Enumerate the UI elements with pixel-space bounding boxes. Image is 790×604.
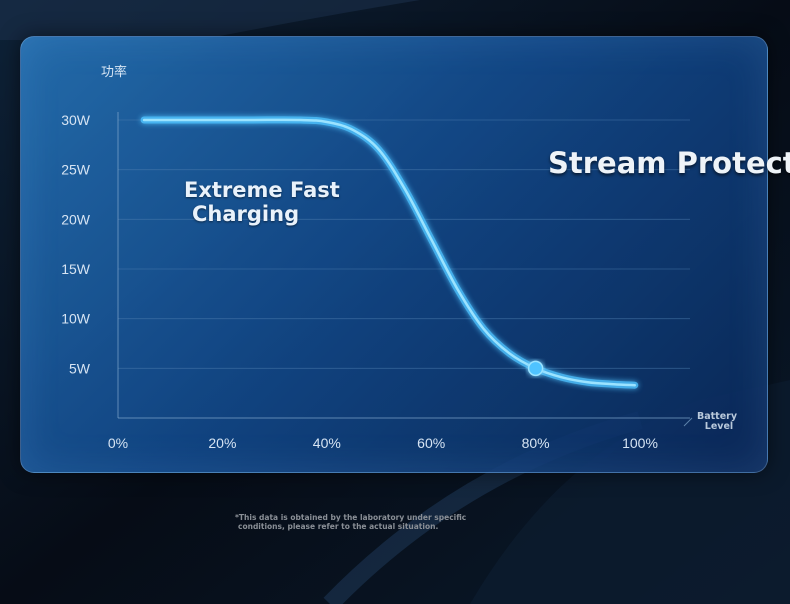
- axes: [117, 112, 693, 427]
- y-tick-label: 20W: [61, 211, 91, 227]
- x-tick-label: 40%: [313, 435, 341, 451]
- footnote-line-1: *This data is obtained by the laboratory…: [235, 513, 467, 522]
- series-layer: [140, 116, 639, 389]
- x-axis-title: Battery Level: [692, 412, 742, 432]
- chart-panel: [20, 36, 768, 473]
- chart-title: 功率: [101, 65, 128, 80]
- y-tick-label: 10W: [61, 311, 91, 327]
- annotation-fast-charging: Extreme Fast Charging: [184, 178, 384, 226]
- x-tick-label: 20%: [208, 435, 236, 451]
- x-axis-title-line-1: Battery: [696, 411, 738, 422]
- footnote-line-2: conditions, please refer to the actual s…: [238, 522, 439, 531]
- footnote: *This data is obtained by the laboratory…: [235, 513, 495, 531]
- annotation-fast-line-2: Charging: [192, 202, 300, 226]
- x-tick-label: 0%: [108, 435, 128, 451]
- x-tick-label: 100%: [622, 435, 658, 451]
- annotation-stream-protect: Stream Protect: [548, 146, 790, 180]
- annotation-fast-line-1: Extreme Fast: [184, 178, 340, 202]
- y-tick-label: 30W: [61, 112, 91, 128]
- x-tick-label: 80%: [522, 435, 550, 451]
- x-axis-arrow: [683, 417, 693, 427]
- series-line: [142, 118, 637, 387]
- highlight-point: [527, 360, 544, 377]
- x-tick-label: 60%: [417, 435, 445, 451]
- y-tick-label: 25W: [61, 162, 91, 178]
- tick-labels: 5W 10W 15W 20W 25W 30W 0% 20% 40% 60% 80% 100%: [61, 112, 658, 451]
- y-tick-label: 5W: [69, 360, 91, 376]
- x-axis-title-line-2: Level: [704, 421, 734, 432]
- y-tick-label: 15W: [61, 261, 91, 277]
